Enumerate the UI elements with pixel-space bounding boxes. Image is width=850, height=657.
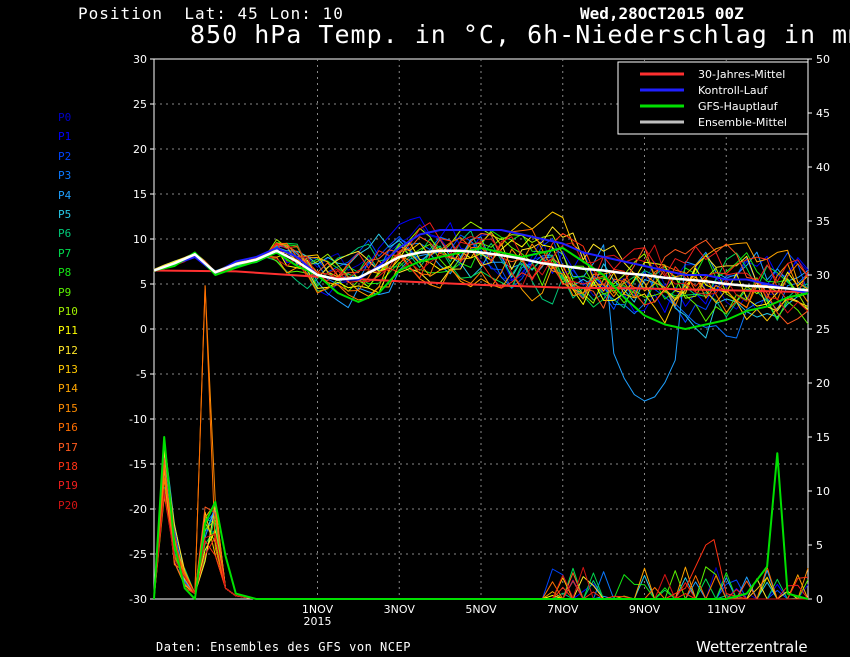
x-tick-label: 9NOV [629, 603, 661, 616]
x-tick-label: 11NOV [707, 603, 746, 616]
y-left-tick-label: 25 [133, 98, 147, 111]
y-right-tick-label: 30 [816, 269, 830, 282]
member-label-p17: P17 [58, 440, 78, 454]
chart-title: 850 hPa Temp. in °C, 6h-Niederschlag in … [190, 20, 850, 49]
y-right-tick-label: 35 [816, 215, 830, 228]
precip-line-late-peak [664, 539, 747, 600]
y-right-tick-label: 15 [816, 431, 830, 444]
member-label-p16: P16 [58, 421, 78, 435]
y-right-tick-label: 10 [816, 485, 830, 498]
y-left-tick-label: -20 [129, 503, 147, 516]
precip-line-p0 [153, 470, 809, 600]
member-label-p6: P6 [58, 227, 72, 241]
member-label-p15: P15 [58, 401, 78, 415]
y-left-tick-label: -15 [129, 458, 147, 471]
legend-label: Ensemble-Mittel [698, 116, 787, 129]
member-label-p11: P11 [58, 324, 78, 338]
member-label-p3: P3 [58, 169, 72, 183]
member-list: P0 P1 P2 P3 P4 P5 P6 P7 P8 P9 P10 P11 P12 P13 P14 P15 P1… [58, 108, 78, 515]
operational-precip-line [153, 436, 809, 600]
y-left-tick-label: 30 [133, 53, 147, 66]
legend-label: GFS-Hauptlauf [698, 100, 779, 113]
ensemble-mean-line [153, 249, 809, 292]
y-left-tick-label: 10 [133, 233, 147, 246]
member-label-p7: P7 [58, 246, 72, 260]
member-label-p20: P20 [58, 498, 78, 512]
member-label-p4: P4 [58, 188, 72, 202]
data-source-label: Daten: Ensembles des GFS von NCEP [156, 640, 411, 654]
control-run-line [153, 229, 809, 294]
climate-mean-line [153, 269, 809, 294]
run-datetime: Wed,28OCT2015 00Z [580, 4, 744, 23]
y-right-tick-label: 5 [816, 539, 823, 552]
x-tick-sublabel: 2015 [304, 615, 332, 628]
precip-line-p13 [153, 477, 808, 600]
member-label-p1: P1 [58, 130, 72, 144]
member-label-p19: P19 [58, 479, 78, 493]
member-label-p18: P18 [58, 460, 78, 474]
y-right-tick-label: 0 [816, 593, 823, 606]
y-right-tick-label: 50 [816, 53, 830, 66]
y-left-tick-label: -30 [129, 593, 147, 606]
x-tick-label: 1NOV [302, 603, 334, 616]
y-right-tick-label: 40 [816, 161, 830, 174]
y-left-tick-label: 5 [140, 278, 147, 291]
x-tick-label: 7NOV [547, 603, 579, 616]
member-label-p13: P13 [58, 363, 78, 377]
precip-line-p10 [153, 496, 808, 600]
legend-label: 30-Jahres-Mittel [698, 68, 785, 81]
member-label-p8: P8 [58, 266, 72, 280]
y-right-tick-label: 25 [816, 323, 830, 336]
y-right-tick-label: 45 [816, 107, 830, 120]
y-left-tick-label: -10 [129, 413, 147, 426]
y-left-tick-label: -5 [136, 368, 147, 381]
brand-label: Wetterzentrale [696, 638, 808, 656]
member-label-p5: P5 [58, 207, 72, 221]
member-label-p0: P0 [58, 111, 72, 124]
member-label-p2: P2 [58, 149, 72, 163]
legend-label: Kontroll-Lauf [698, 84, 769, 97]
x-tick-label: 3NOV [384, 603, 416, 616]
member-label-p10: P10 [58, 304, 78, 318]
y-left-tick-label: -25 [129, 548, 147, 561]
y-left-tick-label: 0 [140, 323, 147, 336]
y-left-tick-label: 20 [133, 143, 147, 156]
operational-run-line [153, 247, 809, 330]
position-label: Position Lat: 45 Lon: 10 [78, 4, 344, 23]
y-right-tick-label: 20 [816, 377, 830, 390]
member-label-p12: P12 [58, 343, 78, 357]
member-label-p9: P9 [58, 285, 72, 299]
member-label-p14: P14 [58, 382, 78, 396]
y-left-tick-label: 15 [133, 188, 147, 201]
x-tick-label: 5NOV [465, 603, 497, 616]
